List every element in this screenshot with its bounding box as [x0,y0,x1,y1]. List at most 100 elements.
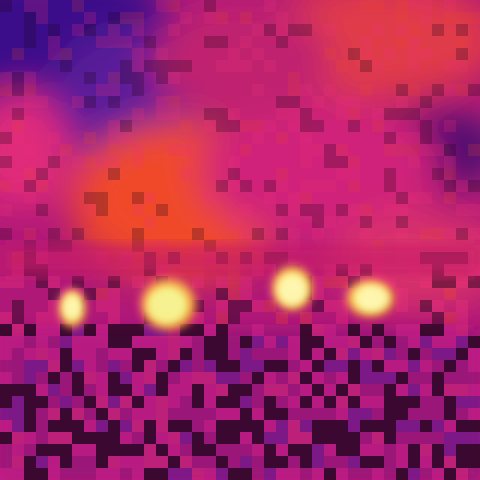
noise-block [120,324,132,336]
noise-block [312,444,324,456]
noise-block [252,360,264,372]
noise-block [324,336,336,348]
noise-block [0,420,12,432]
noise-block [24,24,36,36]
noise-block [444,420,456,432]
noise-block [372,396,384,408]
noise-block [228,372,240,384]
noise-block [456,24,468,36]
noise-block [396,396,408,408]
noise-block [48,228,60,240]
noise-block [348,204,360,216]
noise-block [144,384,156,396]
noise-block [312,336,324,348]
noise-block [204,348,216,360]
horizon-band [0,245,480,275]
noise-block [156,72,168,84]
noise-block [420,276,432,288]
noise-block [288,204,300,216]
noise-block [288,444,300,456]
noise-block [108,372,120,384]
noise-block [132,444,144,456]
noise-block [60,408,72,420]
noise-block [324,84,336,96]
noise-block [204,192,216,204]
noise-block [336,432,348,444]
noise-block [300,396,312,408]
noise-block [252,84,264,96]
noise-block [372,0,384,12]
noise-block [180,360,192,372]
noise-block [48,324,60,336]
noise-block [432,144,444,156]
noise-block [132,48,144,60]
noise-block [444,192,456,204]
noise-block [24,432,36,444]
noise-block [144,360,156,372]
noise-block [276,24,288,36]
noise-block [228,360,240,372]
noise-block [396,216,408,228]
noise-block [396,300,408,312]
noise-block [444,348,456,360]
noise-block [156,456,168,468]
noise-block [348,396,360,408]
noise-block [36,168,48,180]
noise-block [132,12,144,24]
noise-block [408,24,420,36]
noise-block [300,192,312,204]
noise-block [96,384,108,396]
noise-block [276,12,288,24]
noise-block [204,120,216,132]
noise-block [120,348,132,360]
noise-block [288,432,300,444]
noise-block [348,408,360,420]
noise-block [276,180,288,192]
noise-block [144,408,156,420]
noise-block [216,396,228,408]
noise-block [372,372,384,384]
noise-block [252,408,264,420]
noise-block [408,360,420,372]
noise-block [276,168,288,180]
noise-block [372,120,384,132]
noise-block [108,444,120,456]
noise-block [360,444,372,456]
noise-block [48,48,60,60]
noise-block [84,288,96,300]
noise-block [288,348,300,360]
noise-block [192,432,204,444]
noise-block [0,132,12,144]
noise-block [468,396,480,408]
noise-block [120,12,132,24]
noise-block [0,156,12,168]
noise-block [192,228,204,240]
noise-block [396,228,408,240]
noise-block [468,12,480,24]
noise-block [144,420,156,432]
noise-block [360,36,372,48]
noise-block [132,348,144,360]
noise-block [216,336,228,348]
noise-block [300,444,312,456]
noise-block [48,408,60,420]
noise-block [264,372,276,384]
noise-block [396,384,408,396]
noise-block [360,48,372,60]
noise-block [276,468,288,480]
noise-block [144,468,156,480]
noise-block [36,456,48,468]
noise-block [156,420,168,432]
noise-block [348,156,360,168]
noise-block [228,60,240,72]
noise-block [276,228,288,240]
noise-block [216,408,228,420]
noise-block [84,72,96,84]
noise-block [312,468,324,480]
noise-block [108,396,120,408]
noise-block [300,384,312,396]
noise-block [360,420,372,432]
noise-block [36,396,48,408]
noise-block [324,144,336,156]
noise-block [180,432,192,444]
